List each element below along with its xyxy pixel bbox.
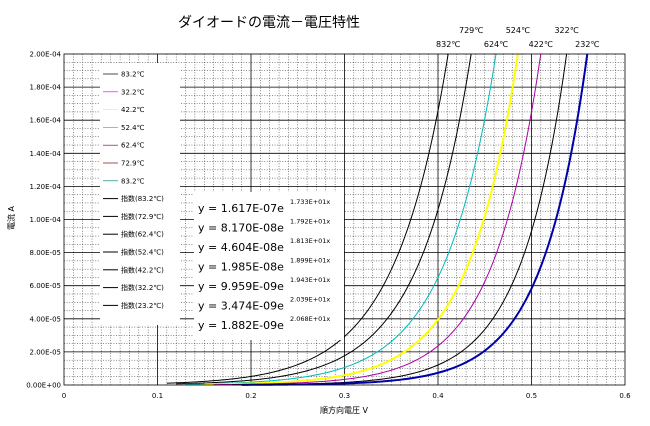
legend-label: 指数(32.2℃) xyxy=(121,283,164,292)
legend-label: 指数(23.2℃) xyxy=(121,301,164,310)
y-tick-label: 1.20E-04 xyxy=(30,183,62,191)
equation-text: y = 1.617E-07e xyxy=(198,202,284,215)
legend: 83.2℃ 32.2℃ 42.2℃ 52.4℃ 62.4℃ 72.9℃ 83.2℃ 指数(83… xyxy=(100,63,180,325)
legend-box xyxy=(100,63,180,325)
series-line-3 xyxy=(185,53,497,385)
series-line-2 xyxy=(176,53,472,385)
curve-label: 422℃ xyxy=(529,40,553,49)
x-tick-label: 0.3 xyxy=(339,392,350,400)
equation-exponent: 1.899E+01x xyxy=(290,257,330,265)
legend-label: 62.4℃ xyxy=(121,142,145,150)
series-line-7 xyxy=(241,53,589,386)
x-tick-label: 0.4 xyxy=(432,392,444,400)
y-tick-label: 0.00E+00 xyxy=(26,382,61,390)
curve-label: 729℃ xyxy=(459,26,483,35)
y-tick-label: 2.00E-05 xyxy=(30,348,61,356)
curve-label: 524℃ xyxy=(506,26,530,35)
legend-label: 72.9℃ xyxy=(121,160,145,168)
curve-label: 624℃ xyxy=(484,40,508,49)
y-tick-label: 6.00E-05 xyxy=(30,282,61,290)
equation-text: y = 9.959E-09e xyxy=(198,280,284,293)
y-tick-label: 1.80E-04 xyxy=(30,84,62,92)
curves xyxy=(166,53,589,386)
equation-exponent: 1.792E+01x xyxy=(290,218,330,226)
legend-label: 指数(62.4℃) xyxy=(121,230,164,239)
equation-text: y = 1.985E-08e xyxy=(198,261,284,274)
y-tick-label: 1.40E-04 xyxy=(30,150,62,158)
x-tick-label: 0.2 xyxy=(245,392,256,400)
chart-title: ダイオードの電流－電圧特性 xyxy=(178,15,360,31)
curve-label: 832℃ xyxy=(436,40,460,49)
legend-label: 32.2℃ xyxy=(121,88,145,96)
equation-text: y = 4.604E-08e xyxy=(198,241,284,254)
legend-label: 指数(83.2℃) xyxy=(121,194,164,203)
plot-border xyxy=(63,53,626,386)
equation-text: y = 1.882E-09e xyxy=(198,319,284,332)
y-tick-label: 1.60E-04 xyxy=(30,117,62,125)
x-tick-label: 0 xyxy=(62,392,66,400)
legend-label: 指数(52.4℃) xyxy=(121,248,164,257)
equation-text: y = 8.170E-08e xyxy=(198,222,284,235)
curve-label: 322℃ xyxy=(554,26,578,35)
legend-label: 指数(42.2℃) xyxy=(121,265,164,274)
equation-exponent: 1.943E+01x xyxy=(290,276,330,284)
y-axis-label: 電流 A xyxy=(6,205,16,230)
series-line-1 xyxy=(166,53,449,384)
x-tick-label: 0.5 xyxy=(526,392,537,400)
x-tick-label: 0.1 xyxy=(152,392,163,400)
y-tick-label: 1.00E-04 xyxy=(30,216,62,224)
legend-label: 指数(72.9℃) xyxy=(121,212,164,221)
y-tick-label: 8.00E-05 xyxy=(30,249,61,257)
equation-exponent: 2.039E+01x xyxy=(290,296,330,304)
equation-exponent: 2.068E+01x xyxy=(290,315,330,323)
equations-box xyxy=(194,192,344,340)
trendline-equations: y = 1.617E-07e 1.733E+01x y = 8.170E-08e 1.… xyxy=(194,192,344,340)
x-axis-label: 順方向電圧 V xyxy=(320,405,369,415)
x-axis-ticks: 0 0.1 0.2 0.3 0.4 0.5 0.6 xyxy=(62,392,631,400)
y-tick-label: 4.00E-05 xyxy=(30,315,61,323)
y-axis-ticks: 0.00E+00 2.00E-05 4.00E-05 6.00E-05 8.00E-05… xyxy=(26,51,61,390)
legend-label: 83.2℃ xyxy=(121,71,145,79)
legend-label: 42.2℃ xyxy=(121,106,145,114)
curve-label: 232℃ xyxy=(575,40,599,49)
series-line-4 xyxy=(204,53,519,386)
x-tick-label: 0.6 xyxy=(619,392,631,400)
legend-label: 52.4℃ xyxy=(121,124,145,132)
equation-text: y = 3.474E-09e xyxy=(198,300,284,313)
y-tick-label: 2.00E-04 xyxy=(30,51,62,59)
equation-exponent: 1.733E+01x xyxy=(290,198,330,206)
legend-label: 83.2℃ xyxy=(121,177,145,185)
equation-exponent: 1.813E+01x xyxy=(290,237,330,245)
